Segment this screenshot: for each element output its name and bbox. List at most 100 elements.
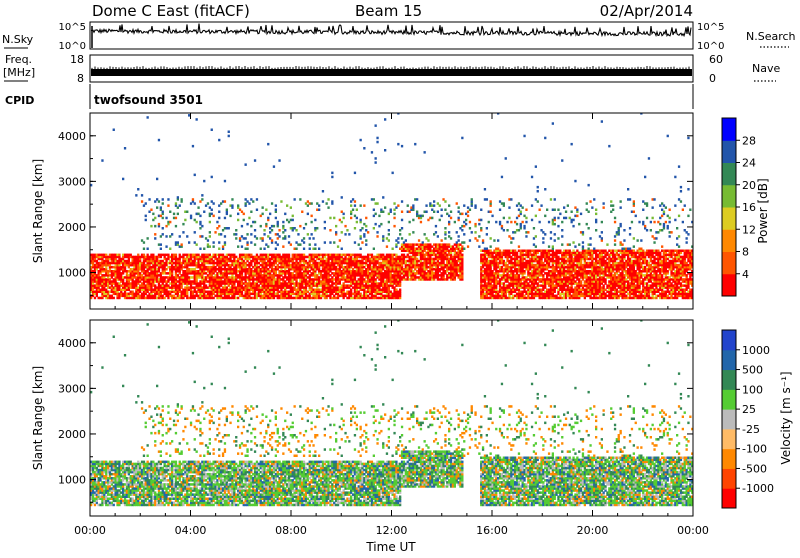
power-cell (228, 135, 230, 138)
power-cell (376, 137, 378, 140)
power-cell (145, 219, 147, 222)
power-cell (318, 248, 320, 251)
power-cell (326, 202, 328, 205)
power-cell (373, 198, 375, 201)
power-cell (354, 172, 356, 175)
power-cell (162, 211, 164, 214)
power-cell (441, 215, 443, 218)
power-cell (150, 225, 152, 228)
power-cell (508, 217, 510, 220)
power-cell (361, 241, 363, 244)
power-cell (316, 227, 318, 230)
nsky-tick-bottom: 10^0 (59, 41, 86, 52)
power-cell (311, 215, 313, 218)
power-cell (275, 248, 277, 251)
power-cell (260, 248, 262, 251)
power-cell (256, 198, 258, 201)
power-cell (435, 231, 437, 234)
freq-trace (91, 69, 692, 76)
power-cell (237, 204, 239, 207)
power-cell (341, 196, 343, 199)
power-cell (433, 200, 435, 203)
power-cell (375, 161, 377, 164)
power-cell (199, 221, 201, 224)
power-cell (375, 124, 377, 127)
power-cell (324, 227, 326, 230)
freq-unit: [MHz] (3, 66, 35, 79)
power-cell (333, 241, 335, 244)
power-cell (373, 248, 375, 251)
power-cell (203, 211, 205, 214)
power-cell (401, 145, 403, 148)
power-cell (145, 202, 147, 205)
power-cell (363, 233, 365, 236)
power-cell (309, 237, 311, 240)
power-cell (520, 211, 522, 214)
power-cell (169, 211, 171, 214)
power-cell (152, 213, 154, 216)
power-cell (450, 237, 452, 240)
power-cell (450, 217, 452, 220)
power-cell (312, 237, 314, 240)
power-cell (292, 219, 294, 222)
power-cell (474, 231, 476, 234)
power-cell (376, 235, 378, 238)
power-cell (271, 229, 273, 232)
power-cell (480, 209, 482, 212)
power-cell (241, 245, 243, 248)
power-cell (301, 211, 303, 214)
power-cell (211, 209, 213, 212)
power-cell (299, 225, 301, 228)
power-cell (177, 213, 179, 216)
power-cell (392, 172, 394, 175)
power-cell (218, 211, 220, 214)
power-cell (263, 229, 265, 232)
power-cell (150, 209, 152, 212)
power-cell (145, 215, 147, 218)
power-cell (360, 235, 362, 238)
power-cell (495, 221, 497, 224)
power-cell (213, 241, 215, 244)
power-cell (461, 254, 463, 257)
power-cell (463, 241, 465, 244)
power-cell (343, 217, 345, 220)
power-cell (458, 206, 460, 209)
power-cell (156, 178, 158, 181)
power-cell (154, 225, 156, 228)
power-cell (433, 211, 435, 214)
power-cell (290, 206, 292, 209)
power-cell (416, 198, 418, 201)
power-cell (424, 233, 426, 236)
power-cell (197, 206, 199, 209)
power-cell (360, 204, 362, 207)
power-cell (192, 145, 194, 148)
power-cell (141, 194, 143, 197)
power-cell (271, 202, 273, 205)
freq-tick-top: 18 (70, 53, 84, 66)
power-cell (156, 206, 158, 209)
power-cell (437, 235, 439, 238)
power-cell (365, 243, 367, 246)
power-cell (158, 139, 160, 142)
power-cell (265, 209, 267, 212)
power-cell (250, 225, 252, 228)
power-cell (393, 225, 395, 228)
power-cell (425, 211, 427, 214)
power-cell (435, 225, 437, 228)
power-cell (397, 143, 399, 146)
power-cell (392, 248, 394, 251)
power-cell (337, 245, 339, 248)
power-cell (262, 206, 264, 209)
power-cell (465, 223, 467, 226)
power-cell (361, 227, 363, 230)
power-cell (331, 172, 333, 175)
power-cell (194, 231, 196, 234)
power-cell (335, 225, 337, 228)
power-cell (179, 204, 181, 207)
power-cell (175, 202, 177, 205)
power-cell (346, 229, 348, 232)
power-cell (165, 217, 167, 220)
power-cell (490, 211, 492, 214)
power-cell (360, 219, 362, 222)
power-cell (476, 239, 478, 242)
